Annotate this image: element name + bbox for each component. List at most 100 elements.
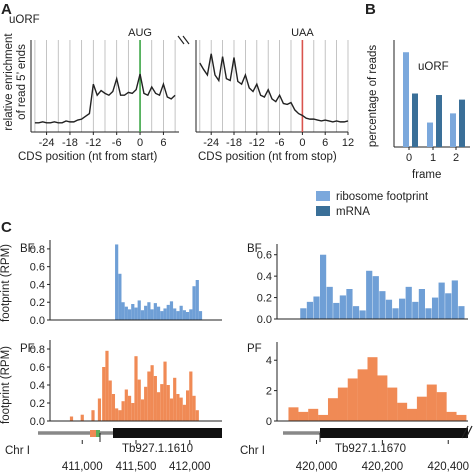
y-tick-label: 2 xyxy=(266,386,272,398)
frame-bar xyxy=(459,99,465,147)
x-tick-label: 0 xyxy=(299,137,305,149)
c-left-pf-label: PF xyxy=(20,343,35,355)
y-tick-label: 0.4 xyxy=(30,279,45,291)
coordinate-ticks-right: 420,000 420,200 420,400 xyxy=(296,440,469,473)
coverage-bar xyxy=(156,306,161,320)
coverage-bar xyxy=(347,378,358,421)
x-tick-label: 6 xyxy=(160,137,166,149)
coverage-bar xyxy=(318,414,329,421)
y-tick-label: 0.6 xyxy=(257,250,272,262)
x-tick-label: 2 xyxy=(453,152,459,164)
coverage-bar xyxy=(412,301,419,319)
coverage-bar xyxy=(153,376,157,421)
coverage-bar xyxy=(326,286,333,319)
frame-bar xyxy=(412,93,418,147)
coverage-bar xyxy=(397,402,408,421)
gene-name-left: Tb927.1.1610 xyxy=(122,443,193,455)
panel-c-left-pf-track: 0.0 0.2 0.4 0.6 0.8 PF xyxy=(20,340,222,428)
coverage-bar xyxy=(387,387,398,421)
coordinate-tick-label: 420,400 xyxy=(427,461,469,473)
coverage-bar xyxy=(385,299,393,319)
y-tick-label: 4 xyxy=(266,355,272,367)
coverage-bar xyxy=(118,410,122,421)
coverage-bar xyxy=(156,392,161,421)
frame-bar xyxy=(403,52,409,147)
coverage-bar xyxy=(166,304,170,320)
coverage-bar xyxy=(69,416,74,421)
coverage-bar xyxy=(333,302,340,319)
panel-c-bf-ylabel: footprint (RPM) xyxy=(0,244,12,322)
coverage-bar xyxy=(446,411,457,421)
coverage-bar xyxy=(118,273,122,320)
coverage-bar xyxy=(313,296,320,319)
coverage-bar xyxy=(131,304,135,320)
coverage-bar xyxy=(124,389,128,421)
coverage-bar xyxy=(306,301,314,319)
coverage-bar xyxy=(137,300,141,320)
coordinate-tick-label: 412,000 xyxy=(169,461,211,473)
panel-a-left-ticks: -24 -18 -12 -6 0 6 xyxy=(39,132,166,149)
coverage-bar xyxy=(416,396,427,421)
coverage-bar xyxy=(166,385,170,421)
coverage-bar xyxy=(153,303,157,320)
coverage-bar xyxy=(173,308,177,320)
coverage-bar xyxy=(176,311,180,320)
y-tick-label: 0.4 xyxy=(30,380,45,392)
axis-break-mark-2 xyxy=(182,35,190,45)
panel-c-right-pf-track: 0 2 4 PF xyxy=(247,342,468,428)
coverage-bar xyxy=(195,410,199,421)
gene-model-left: Chr I Tb927.1.1610 xyxy=(5,428,222,457)
panel-c-letter: C xyxy=(1,219,12,236)
y-tick-label: 0.6 xyxy=(30,262,45,274)
c-left-bf-label: BF xyxy=(20,243,35,255)
coverage-bar xyxy=(192,395,196,421)
x-tick-label: 1 xyxy=(430,152,436,164)
coverage-bar xyxy=(163,308,167,320)
coverage-bar xyxy=(182,310,186,320)
coverage-bar xyxy=(182,404,186,421)
x-tick-label: -12 xyxy=(249,137,265,149)
coverage-bar xyxy=(377,375,388,421)
panel-a-right-ticks: -24 -18 -12 -6 0 6 12 xyxy=(203,132,354,149)
legend-label-mrna: mRNA xyxy=(336,206,370,218)
coverage-bar xyxy=(150,365,154,421)
coverage-bar xyxy=(192,286,196,320)
coverage-bar xyxy=(150,309,154,320)
coverage-bar xyxy=(160,384,164,421)
panel-b-xlabel: frame xyxy=(412,169,441,181)
coverage-bar xyxy=(91,410,95,421)
coverage-bar xyxy=(179,305,183,320)
coverage-bar xyxy=(160,311,164,320)
x-tick-label: -24 xyxy=(203,137,219,149)
coverage-bar xyxy=(80,414,84,421)
panel-b-tag: uORF xyxy=(418,61,449,73)
panel-a-left-trace xyxy=(34,73,176,124)
coverage-bar xyxy=(288,407,299,421)
coverage-bar xyxy=(102,367,106,421)
coverage-bar xyxy=(105,350,109,421)
coverage-bar xyxy=(115,408,119,421)
x-tick-label: -24 xyxy=(39,137,55,149)
x-tick-label: -6 xyxy=(275,137,285,149)
coverage-bar xyxy=(456,414,467,421)
coverage-bar xyxy=(173,377,177,421)
coordinate-tick-label: 420,200 xyxy=(362,461,404,473)
y-tick-label: 0.2 xyxy=(30,398,45,410)
panel-a-ylabel-1: relative enrichment xyxy=(3,33,15,131)
coverage-bar xyxy=(134,307,138,320)
coverage-bar xyxy=(337,387,348,421)
x-tick-label: 0 xyxy=(137,137,143,149)
coverage-bar xyxy=(111,394,116,421)
panel-a-right-plot: -24 -18 -12 -6 0 6 12 UAA CDS position (nt fro… xyxy=(195,27,354,163)
panel-a-left-plot: -24 -18 -12 -6 0 6 AUG CDS position (nt from … xyxy=(18,27,179,163)
coverage-bar xyxy=(357,369,368,421)
gene-name-right: Tb927.1.1670 xyxy=(335,443,406,455)
y-tick-label: 0.6 xyxy=(30,362,45,374)
coverage-bar xyxy=(352,306,360,319)
coverage-bar xyxy=(327,398,338,421)
frame-bar xyxy=(427,122,433,147)
coverage-bar xyxy=(431,297,439,319)
coverage-bar xyxy=(418,289,425,319)
coverage-bar xyxy=(163,361,167,421)
